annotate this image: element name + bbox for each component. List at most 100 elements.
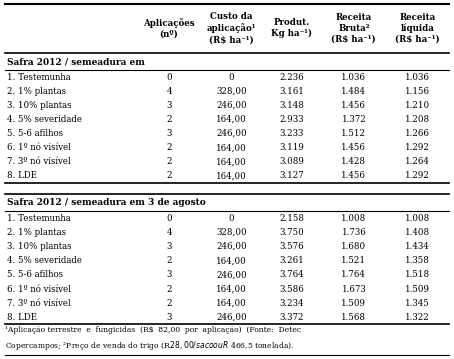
Text: 3.127: 3.127: [279, 172, 304, 181]
Text: 1.322: 1.322: [405, 313, 429, 322]
Text: 1.456: 1.456: [341, 101, 366, 110]
Text: 1. Testemunha: 1. Testemunha: [7, 214, 70, 223]
Text: 2: 2: [167, 299, 172, 308]
Text: 3: 3: [167, 313, 172, 322]
Text: 1.568: 1.568: [341, 313, 366, 322]
Text: Produt.
Kg ha⁻¹): Produt. Kg ha⁻¹): [271, 18, 312, 38]
Text: 3.372: 3.372: [279, 313, 304, 322]
Text: 2.236: 2.236: [279, 73, 304, 81]
Text: 0: 0: [229, 73, 234, 81]
Text: 3.586: 3.586: [279, 284, 304, 294]
Text: 3: 3: [167, 129, 172, 138]
Text: 1.008: 1.008: [405, 214, 430, 223]
Text: Custo da
aplicação¹
(R$ ha⁻¹): Custo da aplicação¹ (R$ ha⁻¹): [207, 13, 256, 44]
Text: 246,00: 246,00: [216, 270, 247, 279]
Text: 246,00: 246,00: [216, 242, 247, 251]
Text: 3: 3: [167, 270, 172, 279]
Text: 3.576: 3.576: [279, 242, 304, 251]
Text: 7. 3º nó visível: 7. 3º nó visível: [7, 299, 70, 308]
Text: 2: 2: [167, 157, 172, 166]
Text: 246,00: 246,00: [216, 313, 247, 322]
Text: 1.512: 1.512: [341, 129, 366, 138]
Text: 4: 4: [167, 228, 172, 237]
Text: 164,00: 164,00: [216, 256, 247, 265]
Text: 1.736: 1.736: [341, 228, 366, 237]
Text: 2: 2: [167, 284, 172, 294]
Text: 1.434: 1.434: [405, 242, 429, 251]
Text: 1.358: 1.358: [405, 256, 429, 265]
Text: 1.264: 1.264: [405, 157, 429, 166]
Text: 1.680: 1.680: [341, 242, 366, 251]
Text: 328,00: 328,00: [216, 87, 247, 96]
Text: 3. 10% plantas: 3. 10% plantas: [7, 101, 71, 110]
Text: 164,00: 164,00: [216, 157, 247, 166]
Text: 4: 4: [167, 87, 172, 96]
Text: Receita
líquida
(R$ ha⁻¹): Receita líquida (R$ ha⁻¹): [395, 13, 439, 44]
Text: 2: 2: [167, 115, 172, 124]
Text: 1.509: 1.509: [405, 284, 429, 294]
Text: 1.509: 1.509: [341, 299, 366, 308]
Text: 1.521: 1.521: [341, 256, 366, 265]
Text: 4. 5% severidade: 4. 5% severidade: [7, 115, 82, 124]
Text: Aplicações
(nº): Aplicações (nº): [143, 18, 195, 39]
Text: 2: 2: [167, 143, 172, 152]
Text: 6. 1º nó visível: 6. 1º nó visível: [7, 143, 71, 152]
Text: Safra 2012 / semeadura em 3 de agosto: Safra 2012 / semeadura em 3 de agosto: [7, 198, 206, 207]
Text: 3.764: 3.764: [279, 270, 304, 279]
Text: 164,00: 164,00: [216, 172, 247, 181]
Text: 2. 1% plantas: 2. 1% plantas: [7, 87, 66, 96]
Text: ¹Aplicação terrestre  e  fungicidas  (R$  82,00  por  aplicação)  (Fonte:  Detec: ¹Aplicação terrestre e fungicidas (R$ 82…: [5, 326, 301, 334]
Text: 7. 3º nó visível: 7. 3º nó visível: [7, 157, 70, 166]
Text: 3. 10% plantas: 3. 10% plantas: [7, 242, 71, 251]
Text: 1.008: 1.008: [341, 214, 366, 223]
Text: 3.261: 3.261: [279, 256, 304, 265]
Text: 1.036: 1.036: [341, 73, 366, 81]
Text: 3.750: 3.750: [279, 228, 304, 237]
Text: 1.764: 1.764: [341, 270, 366, 279]
Text: 6. 1º nó visível: 6. 1º nó visível: [7, 284, 71, 294]
Text: 3: 3: [167, 101, 172, 110]
Text: 3: 3: [167, 242, 172, 251]
Text: 2.158: 2.158: [279, 214, 304, 223]
Text: 1.456: 1.456: [341, 143, 366, 152]
Text: 0: 0: [166, 73, 172, 81]
Text: 246,00: 246,00: [216, 101, 247, 110]
Text: 1.456: 1.456: [341, 172, 366, 181]
Text: Safra 2012 / semeadura em: Safra 2012 / semeadura em: [7, 57, 145, 66]
Text: 1.036: 1.036: [405, 73, 429, 81]
Text: 5. 5-6 afilhos: 5. 5-6 afilhos: [7, 129, 63, 138]
Text: 2: 2: [167, 256, 172, 265]
Text: 1.292: 1.292: [405, 172, 429, 181]
Text: 2: 2: [167, 172, 172, 181]
Text: 0: 0: [166, 214, 172, 223]
Text: 3.119: 3.119: [279, 143, 304, 152]
Text: 3.089: 3.089: [279, 157, 304, 166]
Text: 8. LDE: 8. LDE: [7, 313, 37, 322]
Text: 1.518: 1.518: [405, 270, 430, 279]
Text: 1.484: 1.484: [341, 87, 366, 96]
Text: 1.210: 1.210: [405, 101, 430, 110]
Text: 1.673: 1.673: [341, 284, 366, 294]
Text: 3.234: 3.234: [279, 299, 304, 308]
Text: 1.156: 1.156: [405, 87, 429, 96]
Text: 1.408: 1.408: [405, 228, 430, 237]
Text: 2.933: 2.933: [279, 115, 304, 124]
Text: 164,00: 164,00: [216, 143, 247, 152]
Text: 1. Testemunha: 1. Testemunha: [7, 73, 70, 81]
Text: Receita
Bruta²
(R$ ha⁻¹): Receita Bruta² (R$ ha⁻¹): [331, 13, 376, 43]
Text: 3.161: 3.161: [279, 87, 304, 96]
Text: 0: 0: [229, 214, 234, 223]
Text: 1.266: 1.266: [405, 129, 429, 138]
Text: 2. 1% plantas: 2. 1% plantas: [7, 228, 66, 237]
Text: 1.428: 1.428: [341, 157, 366, 166]
Text: 3.148: 3.148: [279, 101, 304, 110]
Text: 164,00: 164,00: [216, 115, 247, 124]
Text: 328,00: 328,00: [216, 228, 247, 237]
Text: 5. 5-6 afilhos: 5. 5-6 afilhos: [7, 270, 63, 279]
Text: 4. 5% severidade: 4. 5% severidade: [7, 256, 82, 265]
Text: 164,00: 164,00: [216, 299, 247, 308]
Text: 1.208: 1.208: [405, 115, 430, 124]
Text: Copercampos; ²Preço de venda do trigo (R$ 28,00 / saco ou R$ 466,5 tonelada).: Copercampos; ²Preço de venda do trigo (R…: [5, 339, 295, 352]
Text: 246,00: 246,00: [216, 129, 247, 138]
Text: 8. LDE: 8. LDE: [7, 172, 37, 181]
